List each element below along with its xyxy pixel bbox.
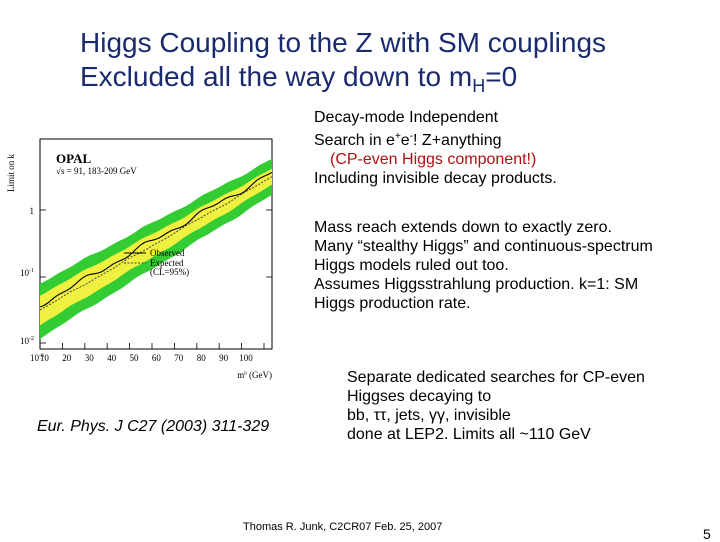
footer: Thomas R. Junk, C2CR07 Feb. 25, 2007: [243, 521, 443, 533]
observed-line: [39, 171, 273, 308]
text-line: Higgs production rate.: [314, 295, 471, 312]
y-ticks: [40, 209, 272, 344]
xtick-label: 100: [239, 353, 253, 363]
text-line: Many “stealthy Higgs” and continuous-spe…: [314, 238, 653, 255]
title-line-2: Excluded all the way down to mH=0: [80, 61, 518, 96]
energy-label: √s = 91, 183-209 GeV: [56, 166, 137, 176]
xtick-label: 80: [197, 353, 207, 363]
text-line: Higgs models ruled out too.: [314, 257, 509, 274]
text-line: Decay-mode Independent: [314, 109, 499, 126]
xtick-label: 30: [85, 353, 95, 363]
x-axis-label: m0 (GeV): [237, 370, 272, 380]
xtick-label: 20: [62, 353, 72, 363]
xtick-label: 60: [152, 353, 162, 363]
text-line: Separate dedicated searches for CP-even: [347, 369, 645, 386]
text-line: Assumes Higgsstrahlung production. k=1: …: [314, 276, 639, 293]
xtick-label: 40: [107, 353, 117, 363]
cp-even-note: (CP-even Higgs component!): [330, 151, 537, 168]
text-line: Mass reach extends down to exactly zero.: [314, 219, 612, 236]
citation: Eur. Phys. J C27 (2003) 311-329: [37, 418, 270, 435]
expected-line: [39, 176, 273, 311]
legend-expected: Expected: [150, 258, 184, 268]
search-description: Decay-mode Independent Search in e+e-! Z…: [314, 108, 557, 188]
text-line: bb, ττ, jets, γγ, invisible: [347, 407, 511, 424]
experiment-label: OPAL: [56, 151, 91, 166]
y-axis-label: Limit on k: [6, 154, 16, 192]
legend-observed: Observed: [150, 248, 185, 258]
dedicated-searches-text: Separate dedicated searches for CP-even …: [347, 368, 645, 444]
xtick-label: 70: [174, 353, 184, 363]
legend: Observed Expected (CL=95%): [124, 248, 189, 277]
xtick-label: 90: [219, 353, 229, 363]
x-ticks: 10-610 20 30 40 50 60 70 80 90 100: [30, 343, 265, 363]
text-line: Search in e+e-! Z+anything: [314, 131, 502, 149]
title-line-1: Higgs Coupling to the Z with SM coupling…: [80, 27, 607, 58]
xtick-label: 10: [40, 353, 50, 363]
ytick-label: 10-1: [20, 268, 34, 278]
text-line: Higgses decaying to: [347, 388, 492, 405]
ytick-label: 10-2: [20, 336, 34, 346]
opal-limit-plot: 1 10-1 10-2 Limit on k 10-610 20 30 40 50 60 7…: [6, 138, 273, 380]
legend-cl: (CL=95%): [150, 267, 189, 277]
slide-title: Higgs Coupling to the Z with SM coupling…: [80, 26, 710, 103]
page-number: 5: [703, 526, 711, 542]
text-line: Including invisible decay products.: [314, 170, 557, 187]
xtick-label: 50: [130, 353, 140, 363]
ytick-label: 1: [30, 206, 35, 216]
mass-reach-text: Mass reach extends down to exactly zero.…: [314, 218, 653, 313]
band-1sigma: [40, 168, 272, 326]
xtick-label: 10-6: [30, 353, 44, 363]
text-line: done at LEP2. Limits all ~110 GeV: [347, 426, 591, 443]
